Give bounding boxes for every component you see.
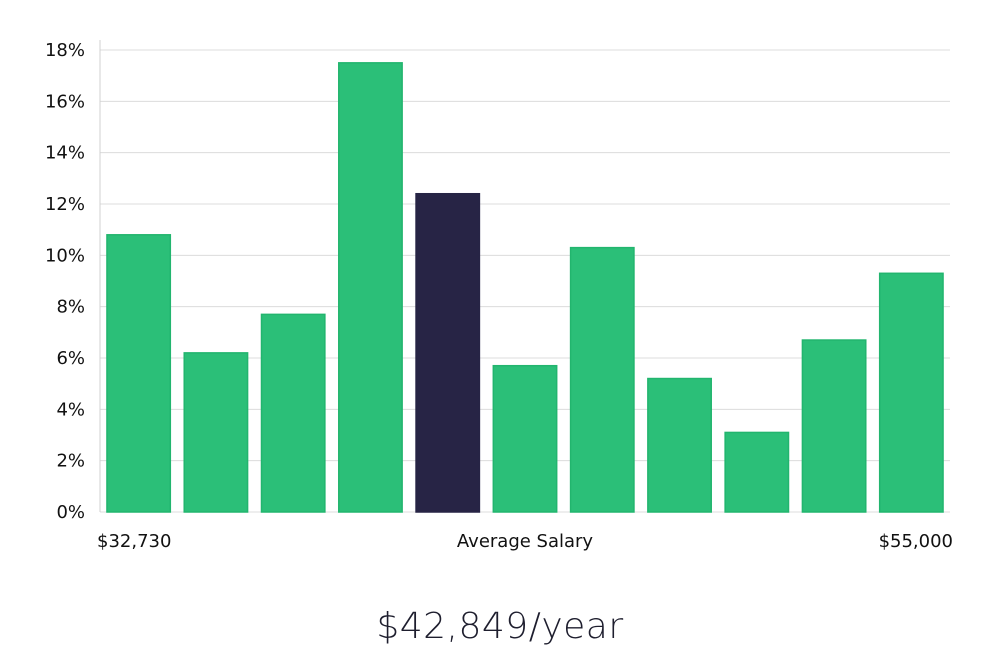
average-salary-value: $42,849/year [376, 606, 624, 647]
y-tick-label: 18% [45, 40, 85, 61]
bars [106, 62, 944, 513]
y-tick-label: 10% [45, 245, 85, 266]
bar [492, 364, 558, 513]
y-tick-label: 2% [56, 451, 85, 472]
bar [878, 272, 944, 513]
y-tick-label: 4% [56, 399, 85, 420]
x-max-label: $55,000 [879, 531, 953, 552]
y-tick-label: 6% [56, 348, 85, 369]
y-tick-label: 8% [56, 297, 85, 318]
y-tick-label: 16% [45, 91, 85, 112]
bar [801, 339, 867, 513]
y-tick-label: 12% [45, 194, 85, 215]
bar [338, 62, 403, 513]
y-tick-label: 14% [45, 143, 85, 164]
bar [183, 352, 249, 513]
bar [569, 246, 635, 513]
bar [724, 431, 790, 513]
bar [106, 234, 172, 513]
y-tick-label: 0% [56, 502, 85, 523]
bar [260, 313, 326, 513]
bar [647, 377, 712, 513]
x-min-label: $32,730 [97, 531, 171, 552]
y-axis-ticks: 0% 2% 4% 6% 8% 10% 12% 14% 16% 18% [45, 40, 85, 523]
x-axis-label: Average Salary [457, 531, 594, 552]
bar-highlighted [415, 192, 481, 513]
salary-histogram-chart: 0% 2% 4% 6% 8% 10% 12% 14% 16% 18% $32,730 Averag… [45, 40, 953, 552]
